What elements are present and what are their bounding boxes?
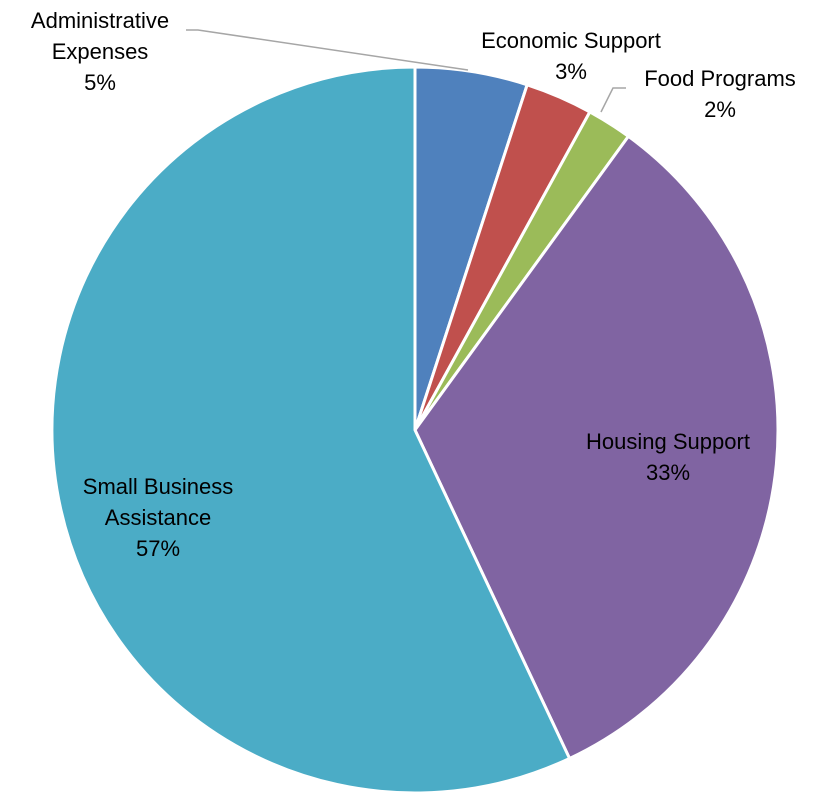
slice-name-label: Economic Support (481, 28, 661, 53)
slice-value-label: 33% (646, 460, 690, 485)
slice-label-food-programs: Food Programs 2% (644, 66, 796, 122)
slice-labels: Administrative Expenses 5% Economic Support… (31, 8, 796, 561)
slice-value-label: 2% (704, 97, 736, 122)
slice-name-label: Assistance (105, 505, 211, 530)
slice-name-label: Administrative (31, 8, 169, 33)
slice-name-label: Small Business (83, 474, 233, 499)
slice-name-label: Housing Support (586, 429, 750, 454)
slice-label-economic-support: Economic Support 3% (481, 28, 661, 84)
pie-slice-small-business-assistance (50, 65, 572, 792)
slice-value-label: 5% (84, 70, 116, 95)
leader-lines (186, 29, 626, 113)
slice-label-housing-support: Housing Support 33% (586, 429, 750, 485)
pie-slice-housing-support (413, 134, 780, 760)
slice-label-small-business-assistance: Small Business Assistance 57% (83, 474, 233, 561)
slice-value-label: 3% (555, 59, 587, 84)
slice-value-label: 57% (136, 536, 180, 561)
slice-label-administrative-expenses: Administrative Expenses 5% (31, 8, 169, 95)
slice-name-label: Expenses (52, 39, 149, 64)
pie-slices (50, 65, 780, 792)
leader-line-food-programs (600, 87, 626, 113)
slice-name-label: Food Programs (644, 66, 796, 91)
leader-line-administrative-expenses (186, 29, 469, 71)
